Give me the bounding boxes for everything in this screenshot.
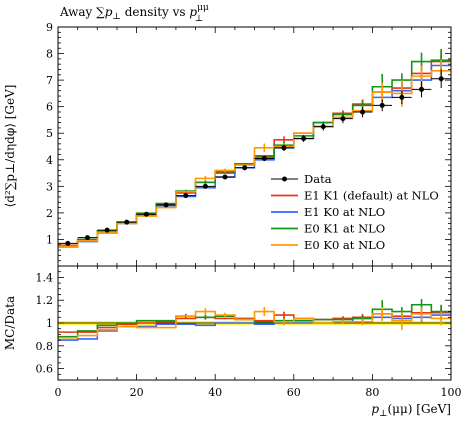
ratio-series-group: [58, 299, 451, 341]
data-point: [124, 219, 130, 225]
legend-label: E0 K0 at NLO: [304, 238, 385, 252]
data-point: [202, 183, 208, 189]
data-point: [379, 102, 385, 108]
data-point: [261, 155, 267, 161]
data-point: [65, 240, 71, 246]
plot-title: Away ∑p⊥ density vs pμμ ⊥: [59, 3, 209, 24]
ratio-y-tick-label: 1.2: [36, 294, 54, 307]
x-tick-label: 100: [441, 386, 462, 399]
x-tick-label: 60: [287, 386, 301, 399]
data-point: [438, 76, 444, 82]
data-point: [281, 145, 287, 151]
legend-data-label: Data: [304, 172, 332, 186]
ratio-y-tick-label: 0.6: [36, 363, 54, 376]
data-point: [163, 202, 169, 208]
main-y-tick-label: 2: [46, 207, 53, 220]
ratio-y-tick-label: 1: [46, 317, 53, 330]
legend-label: E0 K1 at NLO: [304, 222, 385, 236]
x-tick-label: 80: [365, 386, 379, 399]
main-plot: 1 2 3 4 5 6 7 8 9: [46, 21, 452, 267]
data-point: [222, 174, 228, 180]
main-y-tick-label: 9: [46, 21, 53, 34]
data-point: [320, 124, 326, 130]
main-y-axis-label: ⟨d²∑p⊥/dηdφ⟩ [GeV]: [3, 85, 17, 208]
main-y-tick-label: 3: [46, 180, 53, 193]
data-point: [84, 235, 90, 241]
legend-label: E1 K0 at NLO: [304, 205, 385, 219]
data-point: [143, 211, 149, 217]
ratio-y-axis-label: MC/Data: [3, 296, 17, 350]
data-point: [183, 193, 189, 199]
ratio-series-line-3: [58, 310, 451, 339]
x-tick-label: 40: [208, 386, 222, 399]
main-y-tick-label: 7: [46, 74, 53, 87]
ratio-y-tick-label: 1.4: [36, 271, 54, 284]
data-point: [242, 165, 248, 171]
x-tick-label: 0: [55, 386, 62, 399]
main-y-tick-label: 8: [46, 48, 53, 61]
ratio-y-tick-label: 0.8: [36, 340, 54, 353]
data-point: [301, 136, 307, 142]
data-point: [360, 109, 366, 115]
main-y-tick-label: 6: [46, 101, 53, 114]
data-point: [340, 116, 346, 122]
main-y-tick-label: 1: [46, 233, 53, 246]
data-point: [419, 86, 425, 92]
legend-data-marker: [282, 176, 287, 182]
x-tick-label: 20: [130, 386, 144, 399]
data-points-group: [58, 69, 451, 246]
legend: Data E1 K1 (default) at NLO E1 K0 at NLO E0…: [271, 172, 439, 252]
main-y-tick-label: 5: [46, 127, 53, 140]
x-axis-label: p⊥(μμ) [GeV]: [371, 402, 451, 419]
data-point: [399, 94, 405, 100]
data-point: [104, 227, 110, 233]
legend-label: E1 K1 (default) at NLO: [304, 189, 439, 203]
ratio-plot: 0.6 0.8 1 1.2 1.4: [36, 265, 452, 381]
main-y-tick-label: 4: [46, 154, 53, 167]
mc-series-group: [58, 48, 451, 248]
